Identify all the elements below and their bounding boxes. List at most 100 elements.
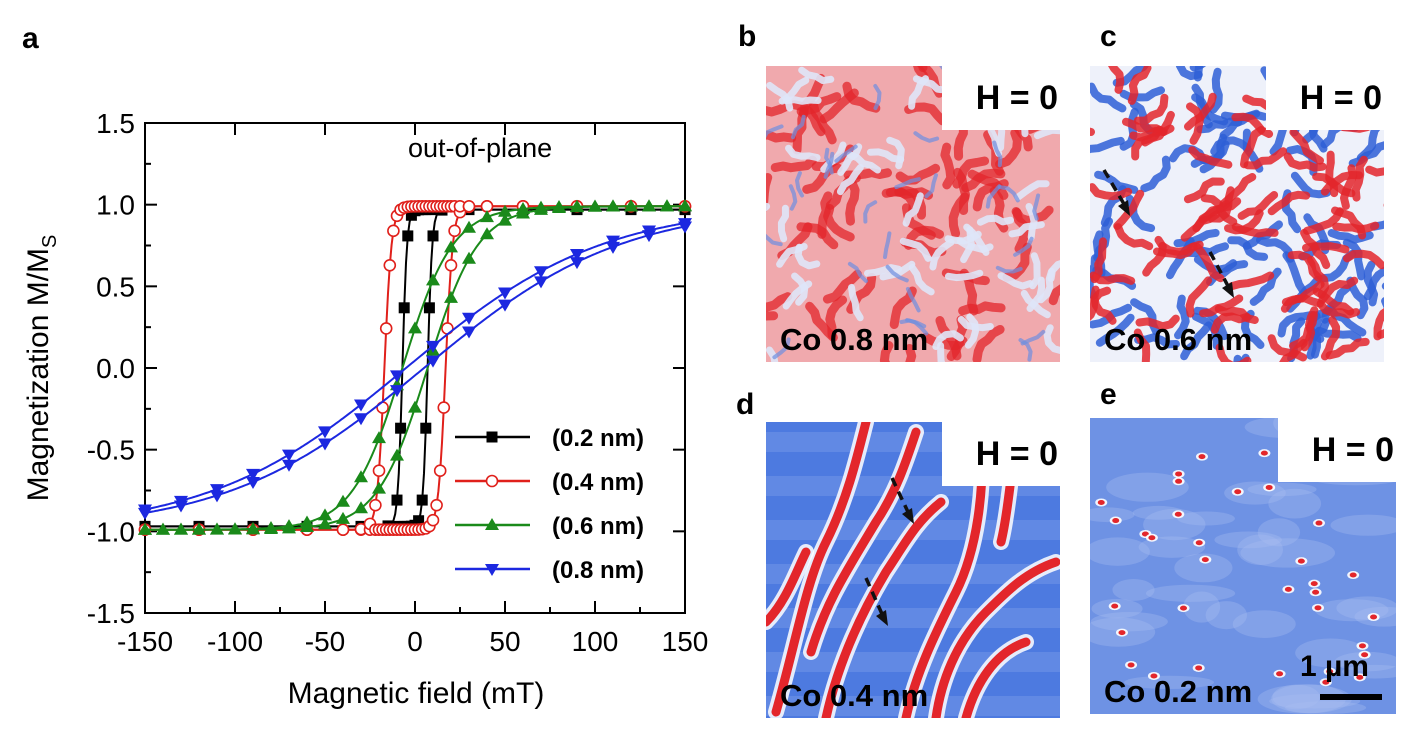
domain-mark: [1183, 177, 1225, 204]
domain-mark: [1175, 66, 1203, 81]
data-point: [156, 522, 170, 535]
annotation-out-of-plane: out-of-plane: [408, 133, 552, 163]
domain-mark: [932, 330, 964, 350]
domain-mark: [1198, 197, 1242, 223]
domain-mark: [1224, 209, 1264, 235]
domain-mark: [766, 292, 793, 312]
series-line-descending: [144, 222, 686, 511]
domain-mark: [1090, 183, 1133, 201]
domain-mark: [885, 186, 933, 200]
domain-mark: [1243, 147, 1288, 170]
data-point: [430, 498, 443, 512]
domain-mark: [1373, 307, 1384, 341]
domain-mark: [972, 325, 1005, 362]
domain-mark: [1331, 206, 1367, 240]
panel-letter-e: e: [1100, 378, 1117, 411]
domain-mark: [1290, 171, 1331, 199]
data-point: [534, 276, 548, 289]
domain-mark: [1090, 82, 1127, 113]
series-line-ascending: [144, 225, 686, 514]
domain-mark: [1209, 67, 1223, 114]
domain-mark: [822, 269, 862, 304]
data-point: [372, 431, 386, 444]
domain-mark: [1267, 190, 1311, 216]
y-axis-label-main: Magnetization M/M: [22, 248, 55, 501]
domain-mark: [879, 341, 894, 362]
data-point: [210, 522, 224, 535]
data-point: [444, 290, 458, 303]
domain-mark: [1029, 252, 1041, 290]
data-point: [282, 519, 296, 532]
thickness-label-c: Co 0.6 nm: [1104, 322, 1253, 357]
domain-mark: [847, 261, 868, 283]
domain-mark: [1310, 581, 1318, 587]
x-tick-label: -50: [305, 626, 345, 657]
data-point: [678, 199, 692, 212]
domain-mark: [1210, 312, 1251, 334]
domain-mark: [1025, 203, 1038, 241]
data-point: [318, 438, 332, 451]
data-point: [427, 230, 439, 242]
domain-mark: [766, 346, 779, 362]
domain-mark: [788, 184, 798, 211]
domain-mark: [1111, 603, 1119, 609]
domain-mark: [1186, 102, 1205, 145]
domain-mark: [845, 178, 860, 226]
data-point: [390, 370, 404, 383]
domain-mark: [899, 237, 932, 262]
data-point: [413, 515, 425, 527]
series-06nm: [138, 199, 692, 535]
x-tick-label: 150: [662, 626, 709, 657]
data-point: [282, 449, 296, 462]
domain-mark: [1349, 572, 1357, 578]
domain-mark: [937, 342, 946, 362]
domain-mark: [1112, 518, 1120, 524]
domain-mark: [1195, 665, 1203, 671]
domain-mark: [1363, 266, 1384, 301]
domain-mark: [995, 128, 1022, 169]
domain-mark: [894, 177, 921, 190]
domain-mark: [1174, 511, 1182, 517]
domain-mark: [1214, 304, 1259, 324]
domain-mark: [1315, 520, 1323, 526]
data-point: [336, 494, 350, 507]
domain-mark: [929, 238, 955, 271]
data-point: [387, 224, 400, 238]
data-point: [372, 481, 386, 494]
domain-mark: [1037, 267, 1055, 304]
arrow-icon: [1102, 169, 1234, 298]
domain-mark: [1283, 152, 1327, 172]
data-point: [462, 312, 476, 325]
domain-mark: [1133, 93, 1169, 125]
domain-mark: [1043, 324, 1060, 355]
data-point: [379, 322, 393, 335]
domain-mark: [766, 311, 779, 321]
domain-mark: [1127, 66, 1152, 105]
domain-mark: [879, 260, 916, 281]
domain-mark: [1300, 228, 1331, 270]
data-point: [516, 201, 530, 214]
field-label-e: H = 0: [1278, 418, 1396, 482]
data-point: [433, 464, 447, 478]
data-point: [174, 522, 188, 535]
domain-mark: [1114, 223, 1154, 251]
domain-mark: [1303, 207, 1344, 235]
domain-mark: [885, 264, 909, 283]
data-point: [336, 523, 350, 536]
data-point: [426, 355, 440, 368]
data-point: [354, 501, 368, 514]
domain-mark: [1325, 337, 1370, 360]
y-tick-label: 0.5: [96, 271, 135, 302]
data-point: [210, 490, 224, 503]
legend-label: (0.6 nm): [552, 513, 644, 540]
data-point: [462, 200, 476, 213]
domain-mark: [961, 637, 1031, 718]
domain-mark: [1018, 338, 1033, 362]
data-point: [390, 448, 404, 461]
thickness-label-b: Co 0.8 nm: [780, 322, 929, 357]
domain-mark: [1182, 242, 1229, 258]
domain-mark: [1370, 220, 1384, 231]
data-point: [444, 240, 458, 253]
domain-mark: [834, 144, 858, 163]
data-point: [391, 494, 403, 506]
